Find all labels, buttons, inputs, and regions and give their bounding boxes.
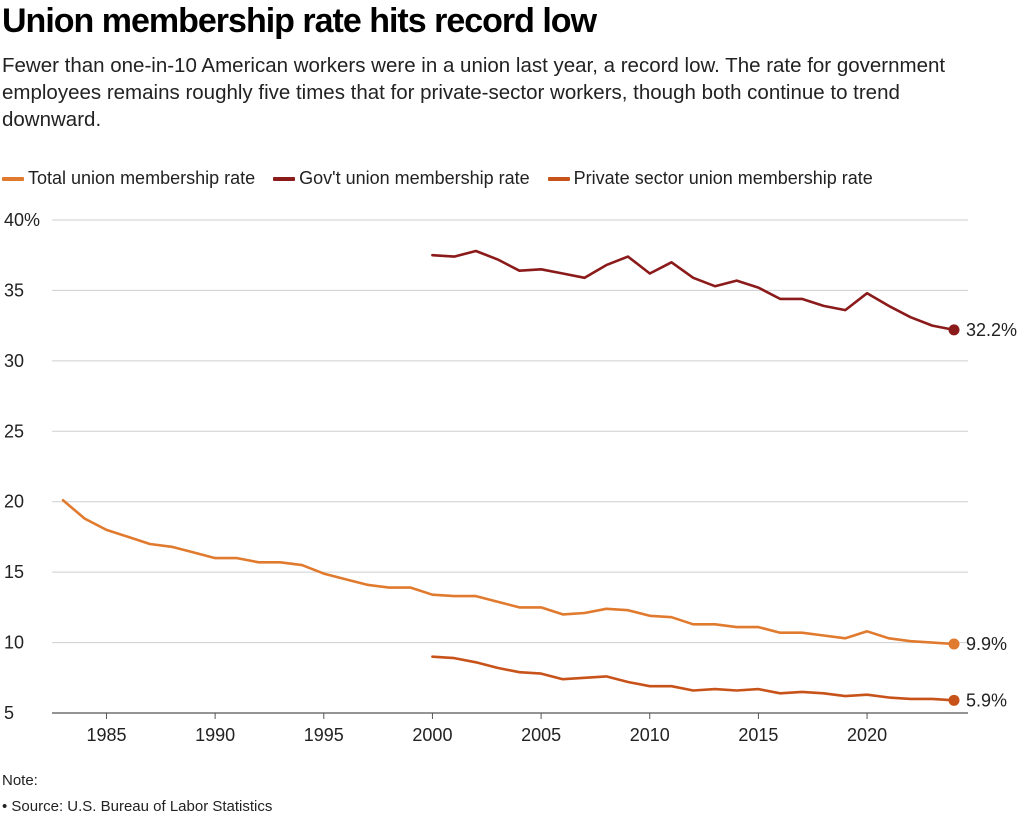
x-tick-label-1995: 1995 <box>304 725 344 745</box>
source-text: • Source: U.S. Bureau of Labor Statistic… <box>2 798 273 815</box>
chart-legend: Total union membership rate Gov't union … <box>2 168 873 189</box>
end-marker-total <box>948 638 960 650</box>
chart-subtitle: Fewer than one-in-10 American workers we… <box>2 54 946 131</box>
end-labels: 9.9% 32.2% 5.9% <box>966 320 1017 710</box>
y-tick-label-25: 25 <box>4 421 24 441</box>
chart-note: Note: • Source: U.S. Bureau of Labor Sta… <box>2 768 272 820</box>
end-label-private: 5.9% <box>966 690 1007 710</box>
x-tick-label-2015: 2015 <box>738 725 778 745</box>
series-line-private <box>431 655 956 702</box>
end-label-government: 32.2% <box>966 320 1017 340</box>
legend-label-private: Private sector union membership rate <box>573 168 873 188</box>
x-tick-label-2010: 2010 <box>630 725 670 745</box>
note-label: Note: <box>2 772 38 789</box>
y-tick-label-15: 15 <box>4 562 24 582</box>
y-tick-label-5: 5 <box>4 703 14 723</box>
x-tick-label-2000: 2000 <box>412 725 452 745</box>
legend-item-total: Total union membership rate <box>2 168 255 189</box>
y-tick-label-30: 30 <box>4 351 24 371</box>
series-line-total <box>61 498 956 646</box>
page-title: Union membership rate hits record low <box>2 2 597 40</box>
legend-label-government: Gov't union membership rate <box>299 168 530 188</box>
end-label-total: 9.9% <box>966 634 1007 654</box>
x-axis-ticks: 1985 1990 1995 2000 2005 2010 2015 2020 <box>86 713 887 745</box>
y-tick-label-20: 20 <box>4 492 24 512</box>
end-marker-government <box>948 324 960 336</box>
legend-swatch-private <box>547 176 570 181</box>
x-tick-label-2020: 2020 <box>847 725 887 745</box>
legend-item-private: Private sector union membership rate <box>547 168 873 189</box>
gridlines <box>52 219 968 714</box>
y-tick-label-40: 40% <box>4 210 40 230</box>
legend-item-government: Gov't union membership rate <box>273 168 530 189</box>
series-line-government <box>431 249 956 332</box>
y-tick-label-10: 10 <box>4 633 24 653</box>
y-tick-label-35: 35 <box>4 280 24 300</box>
legend-swatch-government <box>273 176 296 181</box>
end-marker-private <box>948 694 960 706</box>
x-tick-label-2005: 2005 <box>521 725 561 745</box>
legend-swatch-total <box>2 176 24 181</box>
line-chart: 5 10 15 20 25 30 35 40% 1985 1990 1995 2000 2005 201… <box>4 210 1017 745</box>
y-axis-ticks: 5 10 15 20 25 30 35 40% <box>4 210 40 723</box>
legend-label-total: Total union membership rate <box>28 168 256 188</box>
x-tick-label-1990: 1990 <box>195 725 235 745</box>
series-lines <box>61 249 960 706</box>
x-tick-label-1985: 1985 <box>86 725 126 745</box>
